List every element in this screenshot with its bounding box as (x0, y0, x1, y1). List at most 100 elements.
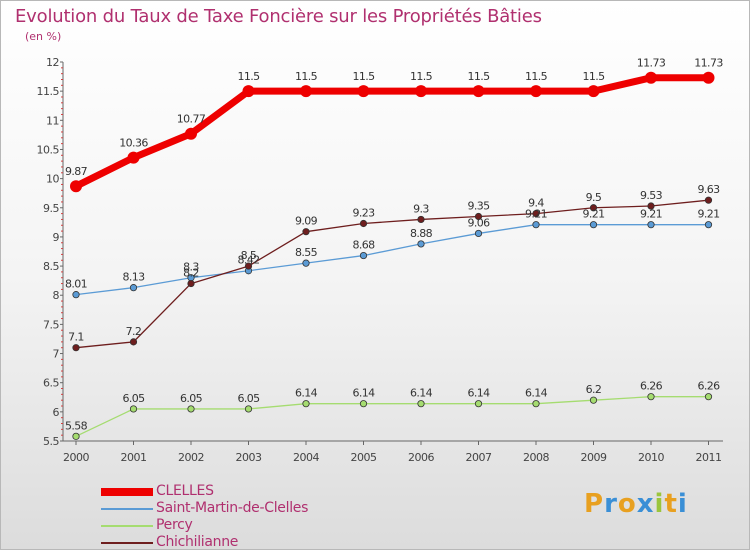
y-tick-label: 10 (46, 173, 59, 186)
data-point-saint-martin-de-clelles (417, 240, 425, 248)
data-point-clelles (70, 180, 82, 193)
data-label-chichilianne: 9.53 (640, 189, 663, 202)
data-point-percy (704, 393, 713, 401)
logo-letter: i (677, 489, 688, 519)
data-point-percy (244, 405, 253, 413)
data-label-clelles: 11.5 (525, 70, 548, 83)
data-point-clelles (127, 151, 140, 164)
data-point-clelles (530, 85, 542, 98)
data-label-percy: 6.26 (640, 380, 663, 393)
series-line-chichilianne (75, 199, 710, 349)
data-point-percy (417, 400, 425, 408)
y-tick-label: 9 (53, 231, 60, 244)
data-point-chichilianne (72, 344, 80, 352)
logo-letter: P (584, 489, 605, 519)
data-label-percy: 5.58 (65, 419, 88, 432)
data-label-saint-martin-de-clelles: 9.21 (640, 208, 662, 221)
data-point-chichilianne (302, 228, 310, 236)
logo-letter: i (654, 489, 665, 519)
data-label-saint-martin-de-clelles: 8.88 (410, 227, 433, 240)
data-point-chichilianne (474, 212, 483, 221)
legend-swatch (101, 508, 153, 510)
x-tick-label: 2001 (121, 451, 147, 464)
y-tick-label: 11 (46, 114, 59, 127)
data-label-percy: 6.14 (295, 387, 318, 400)
data-point-chichilianne (704, 196, 713, 204)
x-tick-label: 2007 (466, 451, 492, 464)
legend-label: Percy (156, 517, 193, 533)
series-line-clelles (72, 74, 712, 190)
data-point-saint-martin-de-clelles (474, 229, 483, 238)
data-point-clelles (357, 85, 370, 98)
legend-swatch (101, 525, 153, 527)
y-tick-label: 6.5 (43, 377, 59, 390)
data-label-clelles: 11.5 (237, 70, 260, 83)
y-tick-label: 6 (53, 406, 60, 419)
x-tick-label: 2008 (523, 451, 549, 464)
proxiti-logo: Proxiti (584, 489, 688, 519)
data-label-chichilianne: 8.2 (183, 267, 199, 280)
x-tick-label: 2002 (178, 451, 204, 464)
data-label-chichilianne: 8.5 (241, 249, 257, 262)
y-tick-label: 8.5 (43, 260, 59, 273)
y-tick-label: 10.5 (37, 143, 60, 156)
data-label-clelles: 11.5 (467, 70, 490, 83)
data-point-saint-martin-de-clelles (129, 284, 138, 292)
data-label-clelles: 11.73 (637, 57, 666, 70)
data-point-chichilianne (647, 202, 655, 210)
data-label-percy: 6.26 (697, 380, 720, 393)
data-label-chichilianne: 9.63 (697, 183, 720, 196)
data-label-saint-martin-de-clelles: 9.21 (697, 208, 719, 221)
logo-letter: o (617, 489, 637, 519)
data-point-clelles (242, 85, 255, 98)
data-label-saint-martin-de-clelles: 9.21 (525, 208, 547, 221)
legend-label: CLELLES (156, 483, 214, 499)
y-tick-label: 5.5 (43, 435, 59, 448)
data-point-percy (72, 432, 80, 440)
x-tick-label: 2006 (408, 451, 434, 464)
data-point-percy (187, 405, 195, 413)
series-line-saint-martin-de-clelles (75, 224, 710, 296)
data-point-percy (302, 400, 310, 408)
x-tick-label: 2010 (638, 451, 664, 464)
data-point-clelles (300, 85, 312, 98)
logo-letter: x (636, 489, 655, 519)
y-tick-label: 11.5 (37, 85, 60, 98)
data-point-saint-martin-de-clelles (532, 221, 540, 229)
data-label-saint-martin-de-clelles: 8.3 (183, 261, 199, 274)
data-point-saint-martin-de-clelles (72, 291, 80, 299)
data-label-saint-martin-de-clelles: 9.06 (467, 216, 490, 229)
legend-label: Chichilianne (156, 534, 239, 550)
data-point-clelles (645, 71, 657, 84)
x-tick-label: 2000 (63, 451, 89, 464)
data-label-chichilianne: 7.2 (126, 325, 142, 338)
data-point-chichilianne (244, 262, 253, 270)
data-label-saint-martin-de-clelles: 8.68 (352, 239, 375, 252)
data-label-clelles: 10.36 (119, 137, 148, 150)
x-tick-label: 2011 (696, 451, 722, 464)
data-label-percy: 6.05 (180, 392, 203, 405)
data-point-percy (359, 400, 368, 408)
data-label-clelles: 10.77 (177, 113, 206, 126)
data-point-saint-martin-de-clelles (704, 221, 713, 229)
legend-swatch (101, 542, 153, 544)
data-label-saint-martin-de-clelles: 9.21 (582, 208, 604, 221)
data-label-percy: 6.14 (525, 387, 548, 400)
data-label-saint-martin-de-clelles: 8.55 (295, 246, 318, 259)
y-tick-label: 7 (53, 348, 60, 361)
data-point-clelles (702, 71, 715, 84)
data-label-percy: 6.14 (352, 387, 375, 400)
data-point-chichilianne (589, 204, 598, 212)
y-tick-label: 9.5 (43, 202, 59, 215)
data-label-percy: 6.14 (467, 387, 490, 400)
data-label-clelles: 11.5 (295, 70, 318, 83)
data-label-chichilianne: 9.4 (528, 197, 544, 210)
data-label-chichilianne: 9.09 (295, 215, 318, 228)
data-point-percy (474, 400, 483, 408)
data-label-percy: 6.14 (410, 387, 433, 400)
data-point-chichilianne (129, 338, 138, 346)
data-label-clelles: 11.73 (694, 57, 723, 70)
data-point-clelles (472, 85, 485, 98)
